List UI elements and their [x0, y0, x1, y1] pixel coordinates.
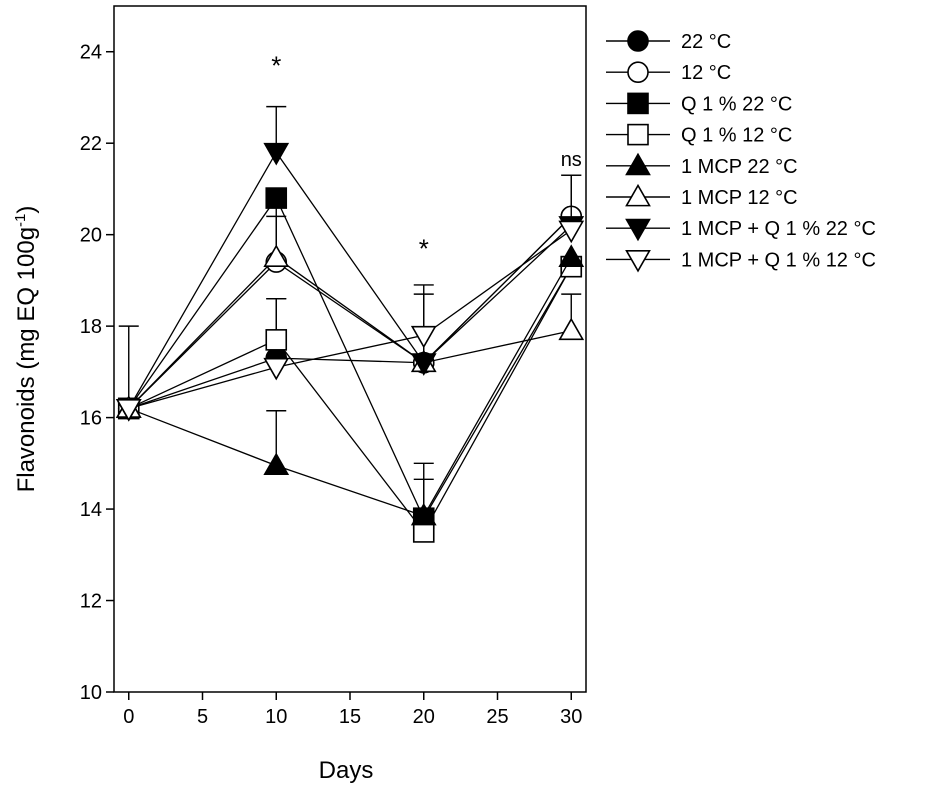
legend-label: 1 MCP + Q 1 % 12 °C: [681, 249, 876, 271]
significance-label: *: [271, 51, 281, 81]
legend-marker: [627, 92, 649, 115]
data-point: [265, 187, 288, 209]
series-4: [115, 244, 585, 526]
legend-item: 22 °C: [606, 30, 731, 53]
y-tick-label: 12: [80, 591, 102, 613]
x-tick-label: 5: [197, 706, 208, 728]
legend: 22 °C 12 °C Q 1 % 22 °C Q 1 % 12 °C 1 MCP 22…: [606, 30, 876, 273]
series-line: [128, 266, 572, 534]
series-1: [117, 174, 583, 420]
legend-item: Q 1 % 22 °C: [606, 92, 792, 115]
legend-item: 1 MCP + Q 1 % 12 °C: [606, 249, 876, 273]
x-tick-label: 25: [486, 706, 508, 728]
y-tick-label: 10: [80, 682, 102, 704]
data-point: [558, 220, 585, 244]
series-2: [117, 187, 583, 530]
y-tick-label: 16: [80, 408, 102, 430]
annotations: * * ns: [271, 51, 582, 264]
legend-item: 1 MCP 22 °C: [606, 152, 798, 178]
data-point: [115, 399, 142, 422]
data-point: [410, 325, 437, 349]
x-tick-label: 10: [265, 706, 287, 728]
legend-item: 12 °C: [606, 61, 731, 84]
x-tick-label: 0: [123, 706, 134, 728]
series-line: [128, 196, 572, 520]
data-point: [263, 452, 290, 476]
legend-marker: [625, 249, 651, 273]
legend-marker: [625, 218, 651, 242]
x-tick-label: 30: [560, 706, 582, 728]
legend-label: Q 1 % 22 °C: [681, 93, 792, 115]
series-5: [115, 215, 585, 418]
y-axis-title-sup: -1: [12, 214, 29, 227]
legend-label: 1 MCP 22 °C: [681, 156, 798, 178]
significance-label: ns: [561, 149, 582, 171]
data-point: [558, 317, 585, 341]
plot-frame: [113, 5, 587, 693]
legend-label: 1 MCP + Q 1 % 22 °C: [681, 218, 876, 240]
y-tick-label: 22: [80, 133, 102, 155]
y-tick-label: 18: [80, 316, 102, 338]
data-point: [263, 142, 290, 166]
legend-marker: [627, 30, 649, 52]
legend-label: 12 °C: [681, 62, 731, 84]
series-group: [115, 105, 585, 543]
legend-label: 1 MCP 12 °C: [681, 187, 798, 209]
data-point: [410, 353, 437, 376]
series-7: [115, 174, 585, 422]
legend-label: Q 1 % 12 °C: [681, 125, 792, 147]
y-tick-label: 20: [80, 225, 102, 247]
legend-marker: [627, 123, 649, 146]
y-axis-title: Flavonoids (mg EQ 100g-1): [12, 206, 40, 493]
x-tick-label: 20: [413, 706, 435, 728]
data-point: [558, 244, 585, 267]
series-line: [128, 229, 572, 410]
series-line: [128, 256, 572, 409]
data-point: [263, 357, 290, 381]
x-tick-label: 15: [339, 706, 361, 728]
series-6: [115, 105, 585, 422]
y-tick-label: 14: [80, 499, 102, 521]
data-point: [263, 244, 290, 267]
legend-marker: [625, 183, 651, 207]
y-axis-title-main: Flavonoids (mg EQ 100g: [13, 227, 40, 492]
series-3: [117, 255, 583, 543]
series-line: [128, 257, 572, 517]
legend-marker: [627, 61, 649, 83]
y-tick-label: 24: [80, 42, 102, 64]
significance-label: *: [419, 234, 429, 264]
series-line: [128, 215, 572, 409]
axis-ticks: 0 5 10 15 20 25 30 10 12 14 16 18 20 22 24: [80, 42, 583, 728]
legend-item: 1 MCP 12 °C: [606, 183, 798, 209]
legend-marker: [625, 152, 651, 176]
x-axis-title: Days: [319, 757, 374, 784]
series-line: [128, 151, 572, 409]
data-point: [410, 502, 437, 526]
legend-label: 22 °C: [681, 31, 731, 53]
y-axis-title-close: ): [13, 206, 40, 214]
legend-item: Q 1 % 12 °C: [606, 123, 792, 147]
data-point: [265, 329, 288, 351]
legend-item: 1 MCP + Q 1 % 22 °C: [606, 218, 876, 242]
